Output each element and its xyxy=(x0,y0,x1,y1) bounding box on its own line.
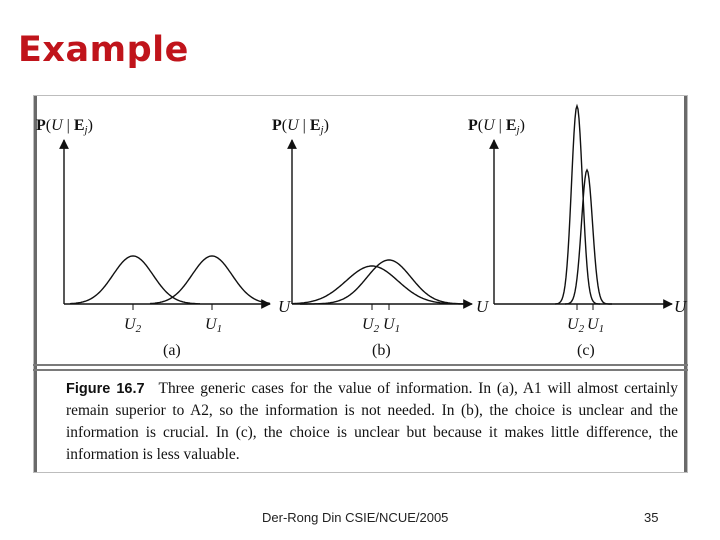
panel-c-tick-label-u2: U2 xyxy=(567,316,585,335)
figure-caption: Figure 16.7 Three generic cases for the v… xyxy=(66,378,678,466)
figure-caption-text: Three generic cases for the value of inf… xyxy=(66,380,678,463)
panel-b-curve-u1 xyxy=(300,259,470,305)
panel-c-curve-u1 xyxy=(564,168,612,305)
footer-author: Der-Rong Din CSIE/NCUE/2005 xyxy=(262,510,449,525)
panel-c-curve-u2 xyxy=(555,103,601,305)
panel-c-y-label: P(U | Ej) xyxy=(468,117,525,136)
figure-divider-top xyxy=(33,364,688,366)
panel-b-label: (b) xyxy=(372,342,391,359)
panel-a-curve-u2 xyxy=(69,255,200,305)
panel-b-y-label: P(U | Ej) xyxy=(272,117,329,136)
panel-b: P(U | Ej) U U2 U1 (b) xyxy=(272,117,490,359)
panel-a-x-axis-label: U xyxy=(278,297,292,316)
panel-a-tick-label-u2: U2 xyxy=(124,316,142,335)
slide-title: Example xyxy=(18,30,189,70)
panel-c: P(U | Ej) U U2 U1 (c) xyxy=(468,103,688,359)
panel-b-x-axis-label: U xyxy=(476,297,490,316)
panel-a: P(U | Ej) U U2 U1 (a) xyxy=(36,117,292,359)
panel-a-tick-label-u1: U1 xyxy=(205,316,222,335)
panel-c-x-axis-label: U xyxy=(674,297,688,316)
panel-b-tick-label-u2: U2 xyxy=(362,316,380,335)
panel-b-tick-label-u1: U1 xyxy=(383,316,400,335)
figure-caption-label: Figure 16.7 xyxy=(66,381,145,397)
figure-divider-bottom xyxy=(33,369,688,371)
panel-c-label: (c) xyxy=(577,342,595,359)
panel-a-y-label: P(U | Ej) xyxy=(36,117,93,136)
panel-a-label: (a) xyxy=(163,342,181,359)
panel-a-curve-u1 xyxy=(149,255,271,305)
panel-c-tick-label-u1: U1 xyxy=(587,316,604,335)
footer-page-number: 35 xyxy=(644,510,659,525)
panel-b-curve-u2 xyxy=(291,265,465,305)
